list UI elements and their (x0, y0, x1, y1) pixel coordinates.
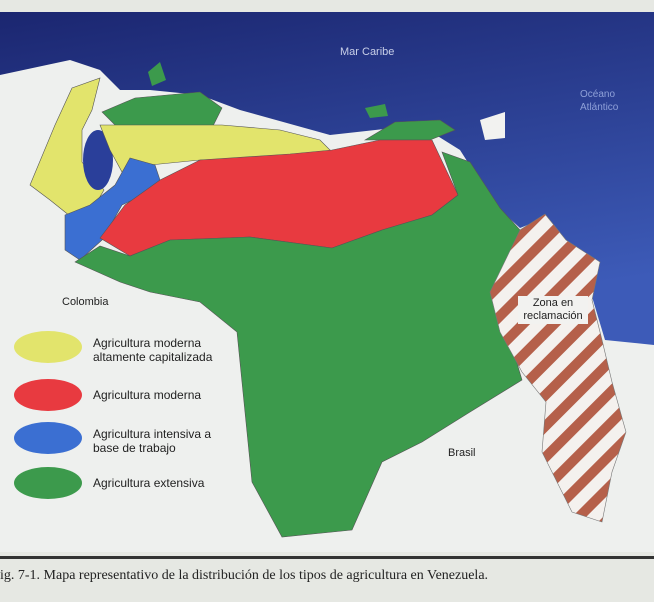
lake-maracaibo (83, 130, 113, 190)
legend-label-blue: Agricultura intensiva a base de trabajo (93, 427, 212, 455)
label-brasil: Brasil (448, 447, 476, 459)
island-aruba (148, 62, 166, 86)
divider (0, 556, 654, 559)
label-colombia: Colombia (62, 296, 109, 308)
legend-swatches (14, 331, 82, 499)
legend-swatch-green (14, 467, 82, 499)
label-oceano-atlantico: Océano Atlántico (580, 89, 619, 113)
legend-label-yellow: Agricultura moderna altamente capitaliza… (93, 336, 213, 364)
claim-zone (489, 213, 627, 523)
label-zona-reclamacion: Zona en reclamación (518, 296, 588, 324)
legend-swatch-red (14, 379, 82, 411)
legend-label-red: Agricultura moderna (93, 388, 202, 402)
label-mar-caribe: Mar Caribe (340, 46, 395, 58)
sea (0, 12, 654, 345)
legend-swatch-yellow (14, 331, 82, 363)
legend-label-green: Agricultura extensiva (93, 476, 205, 490)
figure-caption: ig. 7-1. Mapa representativo de la distr… (0, 568, 489, 583)
legend-swatch-blue (14, 422, 82, 454)
island-margarita (365, 104, 388, 118)
trinidad (480, 112, 505, 140)
region-yellow-west (29, 77, 105, 217)
